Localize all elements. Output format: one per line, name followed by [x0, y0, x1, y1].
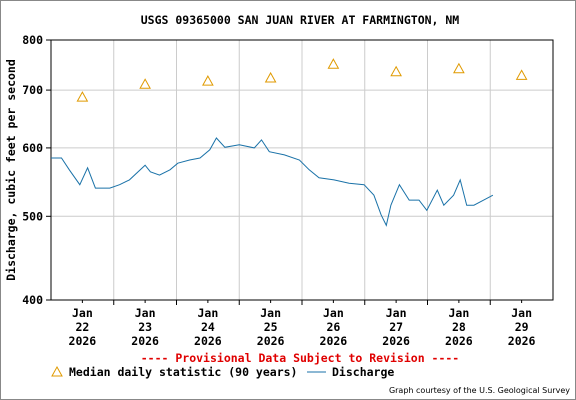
plot-border — [50, 39, 554, 301]
x-tick-label: 2026 — [131, 334, 159, 348]
legend-item: Discharge — [307, 365, 394, 379]
x-tick-label: 28 — [452, 320, 466, 334]
chart-title: USGS 09365000 SAN JUAN RIVER AT FARMINGT… — [141, 13, 460, 27]
median-marker — [327, 58, 340, 69]
x-tick-label: 25 — [264, 320, 278, 334]
legend-item: Median daily statistic (90 years) — [51, 365, 297, 379]
x-tick-label: 27 — [389, 320, 403, 334]
x-tick-label: Jan — [135, 306, 156, 320]
median-marker — [515, 69, 528, 80]
y-tick-label: 800 — [22, 33, 43, 47]
x-tick-label: 2026 — [194, 334, 222, 348]
x-tick-label: Jan — [197, 306, 218, 320]
y-tick-label: 400 — [22, 293, 43, 307]
discharge-line — [51, 137, 494, 227]
x-tick-label: 2026 — [257, 334, 285, 348]
x-tick-label: 22 — [75, 320, 89, 334]
x-tick-label: Jan — [511, 306, 532, 320]
median-marker — [202, 75, 214, 86]
y-tick-label: 500 — [22, 209, 43, 223]
y-tick-label: 600 — [22, 141, 43, 155]
legend-label: Median daily statistic (90 years) — [69, 365, 297, 379]
x-tick-label: Jan — [448, 306, 469, 320]
y-tick-label: 700 — [22, 83, 43, 97]
credit: Graph courtesy of the U.S. Geological Su… — [389, 386, 570, 395]
x-tick-label: 2026 — [382, 334, 410, 348]
annotation: ---- Provisional Data Subject to Revisio… — [141, 351, 460, 365]
legend-symbol — [51, 365, 63, 377]
x-tick-label: 24 — [201, 320, 215, 334]
x-tick-label: 29 — [515, 320, 529, 334]
median-marker — [453, 62, 465, 74]
legend-label: Discharge — [332, 365, 394, 379]
x-tick-label: 2026 — [445, 334, 473, 348]
x-tick-label: 26 — [326, 320, 340, 334]
x-tick-label: Jan — [386, 306, 407, 320]
y-axis-label: Discharge, cubic feet per second — [4, 59, 18, 281]
median-marker — [76, 91, 89, 102]
median-marker — [390, 65, 402, 77]
median-marker — [139, 78, 151, 89]
x-tick-label: Jan — [260, 306, 281, 320]
x-tick-label: 2026 — [69, 334, 97, 348]
x-tick-label: 23 — [138, 320, 152, 334]
median-marker — [264, 71, 277, 83]
x-tick-label: Jan — [323, 306, 344, 320]
x-tick-label: 2026 — [320, 334, 348, 348]
x-tick-label: 2026 — [508, 334, 536, 348]
x-tick-label: Jan — [72, 306, 93, 320]
